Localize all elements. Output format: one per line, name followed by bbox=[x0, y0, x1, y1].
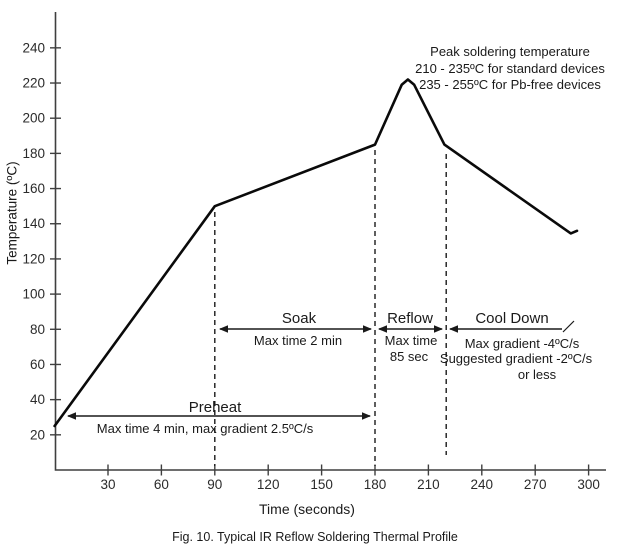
phase-detail-cooldown-2: Suggested gradient -2ºC/s bbox=[439, 351, 593, 366]
x-tick-label: 240 bbox=[471, 477, 494, 492]
y-tick-label: 240 bbox=[22, 40, 45, 55]
cooldown-arrow-break-tick bbox=[562, 320, 575, 333]
y-axis-title: Temperature (ºC) bbox=[4, 161, 20, 265]
y-tick-label: 20 bbox=[30, 427, 45, 442]
phase-label-cooldown: Cool Down bbox=[475, 310, 549, 327]
phase-detail-cooldown-3: or less bbox=[517, 366, 557, 382]
phase-detail-reflow-1: Max time bbox=[384, 332, 438, 348]
peak-note-line-2: 210 - 235ºC for standard devices bbox=[415, 60, 605, 76]
y-tick-label: 120 bbox=[22, 251, 45, 266]
x-tick-label: 180 bbox=[364, 477, 387, 492]
thermal-profile-curve bbox=[53, 78, 579, 428]
x-tick-label: 270 bbox=[524, 477, 547, 492]
phase-label-reflow: Reflow bbox=[387, 310, 433, 327]
peak-note-line-3: 235 - 255ºC for Pb-free devices bbox=[419, 77, 601, 92]
x-tick-label: 150 bbox=[310, 477, 333, 492]
y-tick-label: 160 bbox=[22, 181, 45, 196]
y-tick-label: 40 bbox=[30, 392, 45, 407]
x-tick-label: 30 bbox=[100, 477, 115, 492]
y-tick-label: 200 bbox=[22, 111, 45, 126]
axis-lines bbox=[54, 12, 606, 471]
cooldown-span-arrow-left-arrowhead-icon bbox=[449, 325, 458, 333]
preheat-span-arrow-left-arrowhead-icon bbox=[67, 412, 76, 420]
soak-span-arrow-right-arrowhead-icon bbox=[363, 325, 372, 333]
phase-detail-soak: Max time 2 min bbox=[253, 332, 343, 348]
preheat-span-arrow-right-arrowhead-icon bbox=[362, 412, 371, 420]
y-tick-label: 180 bbox=[22, 146, 45, 161]
x-axis-title: Time (seconds) bbox=[259, 501, 355, 517]
x-tick-label: 90 bbox=[207, 477, 222, 492]
peak-note-line-1: Peak soldering temperature bbox=[430, 44, 590, 59]
soak-span-arrow-left-arrowhead-icon bbox=[219, 325, 228, 333]
y-tick-label: 140 bbox=[22, 216, 45, 231]
phase-label-soak: Soak bbox=[281, 310, 317, 327]
x-tick-label: 300 bbox=[577, 477, 600, 492]
x-tick-label: 60 bbox=[154, 477, 169, 492]
phase-detail-reflow-2: 85 sec bbox=[389, 348, 429, 364]
x-tick-label: 120 bbox=[257, 477, 280, 492]
y-tick-label: 60 bbox=[30, 357, 45, 372]
phase-detail-cooldown-1: Max gradient -4ºC/s bbox=[464, 335, 580, 351]
x-tick-label: 210 bbox=[417, 477, 440, 492]
reflow-span-arrow-left-arrowhead-icon bbox=[378, 325, 387, 333]
reflow-span-arrow-right-arrowhead-icon bbox=[434, 325, 443, 333]
phase-label-preheat: Preheat bbox=[188, 399, 242, 416]
y-tick-label: 220 bbox=[22, 76, 45, 91]
figure-caption: Fig. 10. Typical IR Reflow Soldering The… bbox=[172, 530, 458, 544]
y-tick-label: 80 bbox=[30, 322, 45, 337]
phase-detail-preheat: Max time 4 min, max gradient 2.5ºC/s bbox=[96, 420, 314, 436]
y-tick-label: 100 bbox=[22, 287, 45, 302]
